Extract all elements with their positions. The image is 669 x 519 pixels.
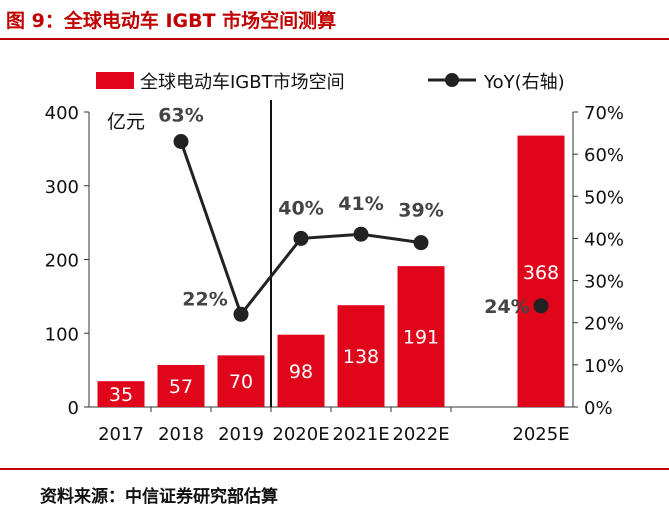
yoy-label: 39% [398, 200, 443, 222]
source-note: 资料来源：中信证券研究部估算 [40, 487, 278, 507]
right-tick-label: 40% [584, 229, 624, 250]
x-tick-label: 2025E [512, 424, 569, 445]
left-axis-unit: 亿元 [107, 111, 145, 133]
bar-value-label: 57 [169, 376, 193, 398]
yoy-label: 24% [484, 296, 529, 318]
left-tick-label: 400 [45, 103, 79, 124]
yoy-point-2022E [413, 235, 429, 251]
x-tick-label: 2021E [332, 424, 389, 445]
yoy-point-2025E [533, 298, 549, 314]
bar-value-label: 98 [289, 361, 313, 383]
bar-2019 [217, 355, 265, 407]
bar-2022E [397, 266, 445, 407]
bar-value-label: 70 [229, 371, 253, 393]
right-tick-label: 0% [584, 398, 613, 419]
bar-2018 [157, 364, 205, 407]
bar-2020E [277, 334, 325, 407]
yoy-point-2021E [353, 226, 369, 242]
source-rule [0, 468, 669, 470]
yoy-point-2019 [233, 306, 249, 322]
legend-line-marker [445, 73, 459, 87]
bar-value-label: 191 [403, 327, 439, 349]
bar-value-label: 138 [343, 346, 379, 368]
bar-value-label: 368 [523, 262, 559, 284]
right-tick-label: 50% [584, 187, 624, 208]
x-tick-label: 2019 [218, 424, 264, 445]
right-tick-label: 60% [584, 145, 624, 166]
left-tick-label: 0 [68, 398, 79, 419]
right-tick-label: 70% [584, 103, 624, 124]
right-tick-label: 30% [584, 272, 624, 293]
yoy-label: 63% [158, 105, 203, 127]
yoy-point-2018 [173, 134, 189, 149]
yoy-label: 40% [278, 197, 323, 219]
x-tick-label: 2017 [98, 424, 144, 445]
x-tick-label: 2018 [158, 424, 204, 445]
bar-2025E [517, 135, 565, 407]
legend-bar-label: 全球电动车IGBT市场空间 [140, 72, 345, 93]
bar-value-label: 35 [109, 384, 133, 406]
yoy-point-2020E [293, 230, 309, 246]
left-tick-label: 100 [45, 324, 79, 345]
bar-2017 [97, 381, 145, 407]
yoy-label: 22% [182, 288, 227, 310]
title-rule [0, 38, 669, 40]
legend-bar-swatch [96, 72, 134, 89]
left-tick-label: 200 [45, 251, 79, 272]
right-tick-label: 20% [584, 314, 624, 335]
right-tick-label: 10% [584, 356, 624, 377]
figure-title: 图 9：全球电动车 IGBT 市场空间测算 [6, 10, 337, 32]
yoy-label: 41% [338, 193, 383, 215]
x-tick-label: 2020E [272, 424, 329, 445]
left-tick-label: 300 [45, 177, 79, 198]
x-tick-label: 2022E [392, 424, 449, 445]
bar-2021E [337, 305, 385, 407]
legend-line-label: YoY(右轴) [483, 72, 565, 93]
